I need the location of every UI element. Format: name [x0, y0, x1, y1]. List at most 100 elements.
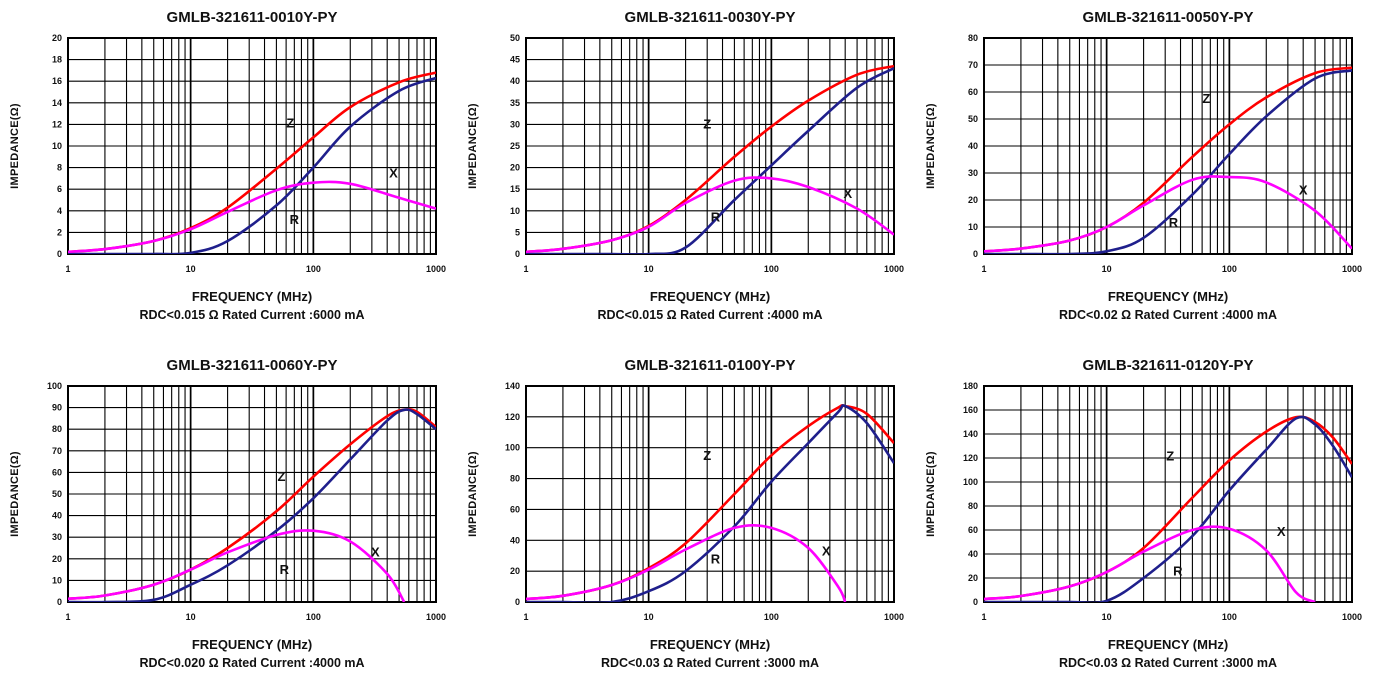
rated-current-note: RDC<0.03 Ω Rated Current :3000 mA — [601, 656, 819, 670]
impedance-chart-panel: GMLB-321611-0060Y-PY 0 10 20 30 40 50 60 70 80 90 1… — [0, 348, 458, 678]
x-tick-label: 1000 — [426, 264, 446, 274]
y-tick-label: 6 — [57, 184, 62, 194]
x-axis-label: FREQUENCY (MHz) — [1108, 637, 1228, 652]
y-tick-label: 35 — [510, 98, 520, 108]
curve-label-x: X — [1299, 183, 1308, 198]
y-tick-label: 70 — [968, 60, 978, 70]
y-tick-label: 20 — [510, 566, 520, 576]
y-tick-label: 80 — [968, 501, 978, 511]
series-r-line — [68, 76, 436, 254]
rated-current-note: RDC<0.015 Ω Rated Current :6000 mA — [139, 308, 364, 322]
y-tick-label: 80 — [510, 474, 520, 484]
x-tick-label: 100 — [306, 612, 321, 622]
curve-label-x: X — [371, 545, 380, 560]
curve-label-z: Z — [286, 116, 294, 131]
series-r-line — [984, 69, 1352, 254]
x-axis-label: FREQUENCY (MHz) — [192, 289, 312, 304]
y-tick-label: 0 — [515, 249, 520, 259]
y-axis-label: IMPEDANCE(Ω) — [467, 451, 479, 537]
y-tick-label: 60 — [968, 87, 978, 97]
series-x-line — [68, 529, 406, 602]
x-tick-label: 1000 — [1342, 264, 1362, 274]
y-axis-label: IMPEDANCE(Ω) — [467, 103, 479, 189]
y-tick-label: 20 — [510, 163, 520, 173]
curve-label-z: Z — [278, 469, 286, 484]
y-tick-label: 40 — [510, 76, 520, 86]
y-tick-label: 8 — [57, 163, 62, 173]
rated-current-note: RDC<0.015 Ω Rated Current :4000 mA — [597, 308, 822, 322]
y-tick-label: 0 — [515, 597, 520, 607]
y-tick-label: 80 — [968, 33, 978, 43]
impedance-chart-panel: GMLB-321611-0050Y-PY 0 10 20 30 40 50 60 70 80 1 10… — [916, 0, 1374, 330]
curve-label-x: X — [389, 165, 398, 180]
x-axis-label: FREQUENCY (MHz) — [1108, 289, 1228, 304]
chart-svg: GMLB-321611-0050Y-PY 0 10 20 30 40 50 60 70 80 1 10… — [925, 9, 1362, 322]
y-tick-label: 100 — [963, 477, 978, 487]
x-tick-label: 10 — [186, 612, 196, 622]
y-tick-label: 0 — [973, 249, 978, 259]
y-tick-label: 30 — [52, 532, 62, 542]
y-axis-label: IMPEDANCE(Ω) — [925, 103, 937, 189]
curve-label-x: X — [822, 544, 831, 559]
x-tick-label: 1000 — [1342, 612, 1362, 622]
x-tick-label: 1000 — [426, 612, 446, 622]
x-axis-label: FREQUENCY (MHz) — [650, 289, 770, 304]
series-r-line — [526, 67, 894, 254]
y-tick-label: 80 — [52, 424, 62, 434]
rated-current-note: RDC<0.03 Ω Rated Current :3000 mA — [1059, 656, 1277, 670]
x-tick-label: 100 — [1222, 264, 1237, 274]
x-tick-label: 1 — [981, 264, 986, 274]
x-tick-label: 10 — [186, 264, 196, 274]
y-tick-label: 10 — [968, 222, 978, 232]
chart-svg: GMLB-321611-0100Y-PY 0 20 40 60 80 100 120 140 1 1… — [467, 357, 904, 670]
series-r-line — [526, 404, 894, 602]
plot-area — [525, 385, 895, 603]
chart-title: GMLB-321611-0030Y-PY — [625, 9, 796, 26]
curve-label-r: R — [280, 562, 290, 577]
x-axis-label: FREQUENCY (MHz) — [650, 637, 770, 652]
x-tick-label: 1 — [981, 612, 986, 622]
curve-label-z: Z — [1166, 448, 1174, 463]
x-tick-label: 1 — [523, 264, 528, 274]
curve-label-x: X — [843, 186, 852, 201]
y-tick-label: 20 — [968, 573, 978, 583]
y-tick-label: 15 — [510, 184, 520, 194]
series-x-line — [526, 176, 894, 254]
x-tick-label: 10 — [1102, 612, 1112, 622]
x-tick-label: 1 — [65, 612, 70, 622]
y-tick-label: 30 — [968, 168, 978, 178]
y-axis-label: IMPEDANCE(Ω) — [925, 451, 937, 537]
curve-label-z: Z — [1202, 91, 1210, 106]
y-axis-label: IMPEDANCE(Ω) — [9, 451, 21, 537]
y-tick-label: 100 — [47, 381, 62, 391]
y-tick-label: 100 — [505, 443, 520, 453]
x-tick-label: 100 — [764, 612, 779, 622]
curve-label-r: R — [290, 212, 300, 227]
series-x-line — [68, 180, 436, 254]
chart-svg: GMLB-321611-0030Y-PY 0 5 10 15 20 25 30 35 40 45 50… — [467, 9, 904, 322]
y-tick-label: 30 — [510, 119, 520, 129]
y-tick-label: 160 — [963, 405, 978, 415]
y-tick-label: 20 — [968, 195, 978, 205]
curve-label-r: R — [1169, 215, 1179, 230]
y-tick-label: 5 — [515, 227, 520, 237]
y-tick-label: 10 — [52, 141, 62, 151]
impedance-chart-panel: GMLB-321611-0030Y-PY 0 5 10 15 20 25 30 35 40 45 50… — [458, 0, 916, 330]
y-tick-label: 40 — [968, 141, 978, 151]
chart-title: GMLB-321611-0060Y-PY — [167, 357, 338, 374]
series-r-line — [984, 415, 1352, 602]
y-tick-label: 40 — [52, 511, 62, 521]
chart-title: GMLB-321611-0010Y-PY — [167, 9, 338, 26]
x-tick-label: 100 — [1222, 612, 1237, 622]
y-tick-label: 18 — [52, 55, 62, 65]
curve-label-r: R — [711, 551, 721, 566]
x-tick-label: 1 — [523, 612, 528, 622]
impedance-chart-panel: GMLB-321611-0100Y-PY 0 20 40 60 80 100 120 140 1 1… — [458, 348, 916, 678]
y-tick-label: 12 — [52, 119, 62, 129]
y-tick-label: 60 — [510, 504, 520, 514]
x-tick-label: 1000 — [884, 612, 904, 622]
impedance-chart-panel: GMLB-321611-0010Y-PY 0 2 4 6 8 10 12 14 16 18 20 1 10… — [0, 0, 458, 330]
chart-title: GMLB-321611-0120Y-PY — [1083, 357, 1254, 374]
y-tick-label: 14 — [52, 98, 62, 108]
